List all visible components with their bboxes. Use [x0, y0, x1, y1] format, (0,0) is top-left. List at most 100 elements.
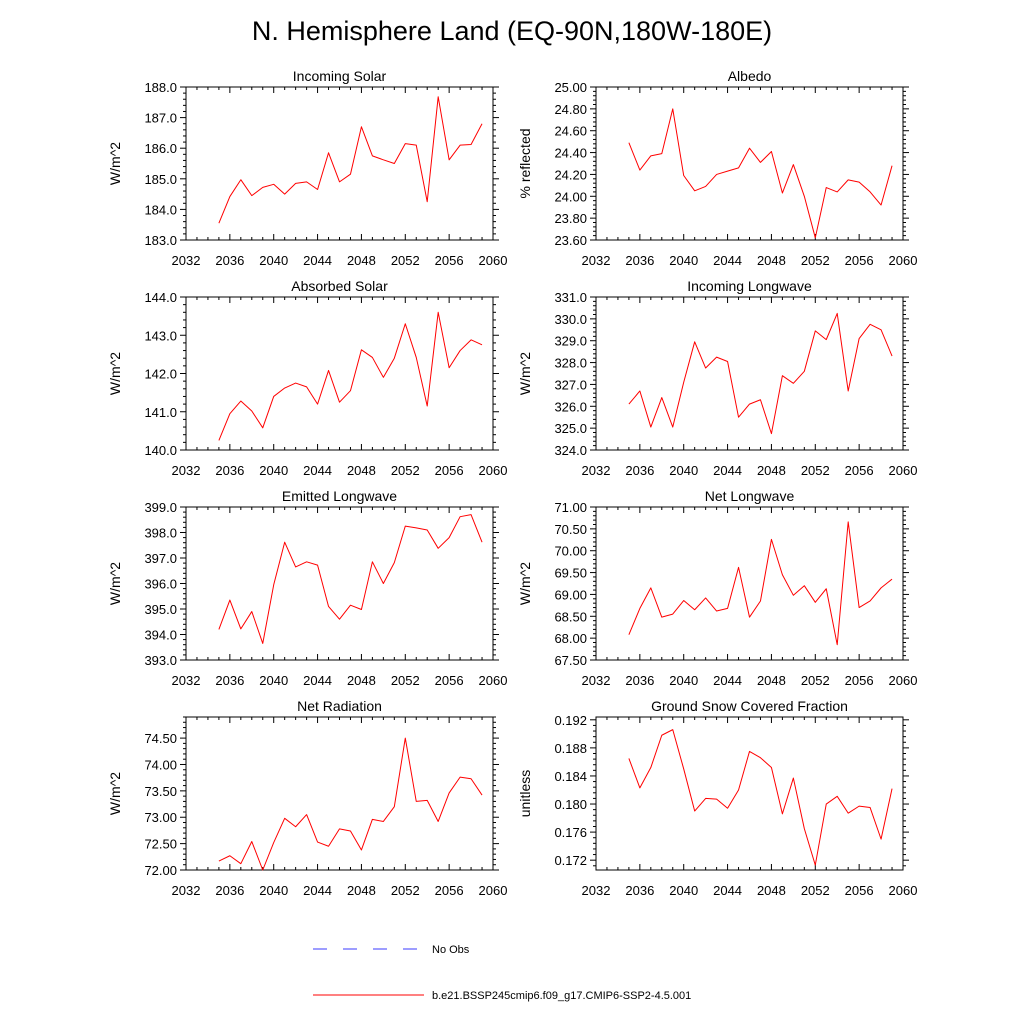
y-tick-label: 70.00 [554, 544, 587, 559]
x-tick-label: 2044 [713, 673, 742, 688]
series-line [218, 96, 483, 224]
x-tick-label: 2056 [435, 463, 464, 478]
y-tick-label: 398.0 [144, 526, 177, 541]
panel: Emitted Longwave W/m^2 2032 2036 2040 2044 204… [107, 488, 507, 688]
x-tick-label: 2032 [582, 883, 611, 898]
x-tick-label: 2040 [669, 253, 698, 268]
y-tick-label: 143.0 [144, 328, 177, 343]
panel-title: Ground Snow Covered Fraction [651, 698, 848, 714]
series-line [628, 521, 893, 646]
x-tick-label: 2060 [889, 463, 918, 478]
y-tick-label: 140.0 [144, 443, 177, 458]
panel-title: Albedo [728, 68, 772, 84]
plot-frame [185, 296, 494, 451]
y-tick-label: 72.00 [144, 863, 177, 878]
x-tick-label: 2040 [259, 253, 288, 268]
y-tick-label: 68.50 [554, 609, 587, 624]
y-tick-label: 70.50 [554, 522, 587, 537]
legend-no-obs-label: No Obs [432, 944, 470, 956]
x-tick-label: 2052 [391, 673, 420, 688]
x-tick-label: 2060 [889, 673, 918, 688]
y-tick-label: 325.0 [554, 421, 587, 436]
y-tick-label: 142.0 [144, 367, 177, 382]
x-tick-label: 2056 [845, 673, 874, 688]
series-line [628, 312, 893, 435]
x-tick-label: 2044 [713, 253, 742, 268]
panel: Incoming Longwave W/m^2 2032 2036 2040 2044 20… [517, 278, 917, 478]
y-tick-label: 395.0 [144, 602, 177, 617]
x-tick-label: 2052 [801, 883, 830, 898]
figure-title: N. Hemisphere Land (EQ-90N,180W-180E) [252, 16, 772, 46]
panel-title: Net Radiation [297, 698, 382, 714]
panel-title: Incoming Solar [293, 68, 387, 84]
y-tick-label: 69.00 [554, 587, 587, 602]
x-tick-label: 2040 [259, 463, 288, 478]
y-tick-label: 183.0 [144, 233, 177, 248]
y-tick-label: 0.188 [554, 741, 587, 756]
x-tick-label: 2060 [889, 883, 918, 898]
y-tick-label: 24.40 [554, 146, 587, 161]
y-tick-label: 24.60 [554, 124, 587, 139]
y-tick-label: 188.0 [144, 80, 177, 95]
panel: Albedo % reflected 2032 2036 2040 2044 2048 205… [517, 68, 917, 268]
y-axis-label: W/m^2 [107, 142, 123, 185]
x-tick-label: 2040 [259, 883, 288, 898]
y-tick-label: 399.0 [144, 500, 177, 515]
x-tick-label: 2052 [801, 673, 830, 688]
plot-frame [595, 506, 904, 661]
panel: Absorbed Solar W/m^2 2032 2036 2040 2044 2048 2… [107, 278, 507, 478]
series-line [218, 514, 483, 644]
y-tick-label: 24.20 [554, 167, 587, 182]
plot-frame [595, 296, 904, 451]
x-tick-label: 2040 [669, 463, 698, 478]
x-tick-label: 2036 [215, 673, 244, 688]
x-tick-label: 2036 [215, 883, 244, 898]
y-tick-label: 328.0 [554, 356, 587, 371]
x-tick-label: 2052 [391, 463, 420, 478]
y-tick-label: 73.00 [144, 810, 177, 825]
x-tick-label: 2040 [669, 883, 698, 898]
panel-title: Absorbed Solar [291, 278, 388, 294]
x-tick-label: 2048 [757, 253, 786, 268]
y-axis-label: W/m^2 [107, 352, 123, 395]
x-tick-label: 2036 [625, 883, 654, 898]
y-tick-label: 23.60 [554, 233, 587, 248]
plot-frame [595, 86, 904, 241]
panel: Ground Snow Covered Fraction unitless 2032… [517, 698, 917, 898]
y-tick-label: 71.00 [554, 500, 587, 515]
x-tick-label: 2048 [347, 673, 376, 688]
x-tick-label: 2048 [757, 883, 786, 898]
y-tick-label: 0.172 [554, 853, 587, 868]
y-tick-label: 394.0 [144, 628, 177, 643]
y-tick-label: 184.0 [144, 202, 177, 217]
panels: Incoming Solar W/m^2 2032 2036 2040 2044 2048 2… [107, 68, 917, 898]
y-tick-label: 186.0 [144, 141, 177, 156]
x-tick-label: 2044 [303, 253, 332, 268]
x-tick-label: 2060 [479, 463, 508, 478]
y-tick-label: 144.0 [144, 290, 177, 305]
y-tick-label: 0.176 [554, 825, 587, 840]
x-tick-label: 2036 [625, 673, 654, 688]
y-tick-label: 74.50 [144, 731, 177, 746]
x-tick-label: 2048 [757, 673, 786, 688]
y-tick-label: 326.0 [554, 399, 587, 414]
y-tick-label: 24.80 [554, 102, 587, 117]
x-tick-label: 2048 [347, 463, 376, 478]
x-tick-label: 2044 [303, 883, 332, 898]
y-tick-label: 72.50 [144, 837, 177, 852]
y-tick-label: 67.50 [554, 653, 587, 668]
x-tick-label: 2060 [479, 253, 508, 268]
y-tick-label: 185.0 [144, 172, 177, 187]
y-axis-label: % reflected [517, 128, 533, 198]
y-tick-label: 0.184 [554, 769, 587, 784]
plot-frame [595, 716, 904, 871]
panel: Net Radiation W/m^2 2032 2036 2040 2044 2048 20… [107, 698, 507, 898]
series-line [628, 108, 893, 239]
x-tick-label: 2040 [259, 673, 288, 688]
panel-title: Net Longwave [705, 488, 795, 504]
y-tick-label: 23.80 [554, 211, 587, 226]
panel-title: Incoming Longwave [687, 278, 812, 294]
y-tick-label: 330.0 [554, 312, 587, 327]
x-tick-label: 2052 [801, 463, 830, 478]
